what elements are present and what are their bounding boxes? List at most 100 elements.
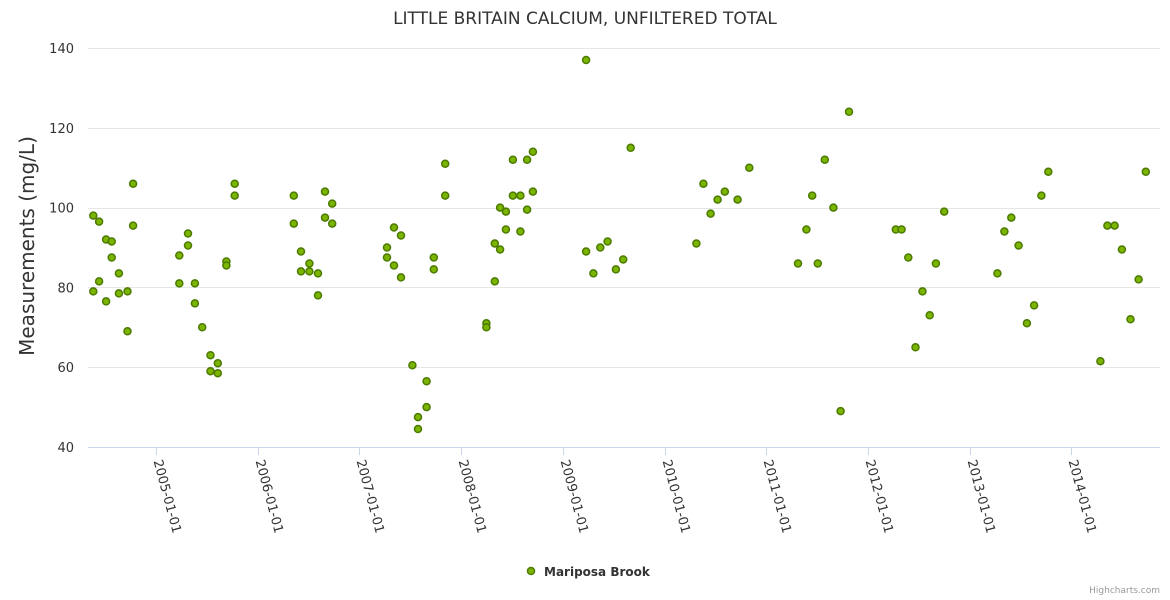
data-point[interactable] bbox=[440, 159, 450, 168]
data-point[interactable] bbox=[897, 225, 906, 234]
data-point[interactable] bbox=[1007, 213, 1016, 222]
data-point[interactable] bbox=[501, 207, 511, 216]
data-point[interactable] bbox=[1096, 356, 1105, 366]
data-point[interactable] bbox=[408, 360, 417, 370]
data-point[interactable] bbox=[490, 239, 500, 248]
data-point[interactable] bbox=[495, 203, 505, 212]
data-point[interactable] bbox=[516, 227, 525, 236]
data-point[interactable] bbox=[733, 195, 742, 204]
data-point[interactable] bbox=[396, 231, 406, 240]
data-point[interactable] bbox=[94, 277, 104, 286]
data-point[interactable] bbox=[114, 289, 124, 298]
data-point[interactable] bbox=[183, 229, 193, 238]
data-point[interactable] bbox=[1044, 167, 1053, 176]
data-point[interactable] bbox=[305, 267, 314, 276]
data-point[interactable] bbox=[745, 163, 754, 172]
credits-link[interactable]: Highcharts.com bbox=[1089, 586, 1160, 596]
data-point[interactable] bbox=[581, 55, 591, 65]
data-point[interactable] bbox=[313, 269, 323, 278]
legend[interactable]: Mariposa Brook bbox=[526, 565, 651, 579]
data-point[interactable] bbox=[813, 259, 823, 268]
data-point[interactable] bbox=[222, 261, 231, 270]
data-point[interactable] bbox=[1117, 245, 1127, 254]
data-point[interactable] bbox=[327, 199, 337, 208]
data-point[interactable] bbox=[482, 323, 491, 332]
data-point[interactable] bbox=[626, 143, 635, 153]
data-point[interactable] bbox=[802, 225, 811, 234]
data-point[interactable] bbox=[581, 247, 591, 256]
data-point[interactable] bbox=[807, 191, 817, 200]
data-point[interactable] bbox=[931, 259, 941, 268]
data-point[interactable] bbox=[618, 255, 628, 264]
data-point[interactable] bbox=[320, 213, 330, 222]
data-point[interactable] bbox=[190, 279, 200, 288]
data-point[interactable] bbox=[206, 350, 215, 360]
data-point[interactable] bbox=[793, 259, 803, 268]
data-point[interactable] bbox=[422, 376, 431, 386]
data-point[interactable] bbox=[389, 261, 399, 270]
data-point[interactable] bbox=[1022, 319, 1032, 328]
data-point[interactable] bbox=[596, 243, 605, 252]
data-point[interactable] bbox=[692, 239, 701, 248]
data-point[interactable] bbox=[175, 251, 184, 260]
data-point[interactable] bbox=[305, 259, 314, 268]
data-point[interactable] bbox=[993, 269, 1002, 278]
data-point[interactable] bbox=[1110, 221, 1119, 230]
legend-label[interactable]: Mariposa Brook bbox=[544, 565, 651, 579]
data-point[interactable] bbox=[128, 179, 138, 188]
data-point[interactable] bbox=[495, 245, 505, 254]
data-point[interactable] bbox=[925, 311, 934, 320]
data-point[interactable] bbox=[396, 273, 406, 282]
data-point[interactable] bbox=[213, 358, 223, 368]
data-point[interactable] bbox=[107, 253, 116, 262]
data-point[interactable] bbox=[289, 191, 299, 200]
data-point[interactable] bbox=[382, 243, 392, 252]
data-point[interactable] bbox=[94, 217, 104, 226]
data-point[interactable] bbox=[844, 107, 854, 117]
data-point[interactable] bbox=[490, 277, 500, 286]
data-point[interactable] bbox=[1141, 167, 1151, 176]
data-point[interactable] bbox=[296, 267, 306, 276]
data-point[interactable] bbox=[429, 265, 439, 274]
data-point[interactable] bbox=[101, 297, 111, 306]
data-point[interactable] bbox=[313, 291, 323, 300]
data-point[interactable] bbox=[440, 191, 450, 200]
data-point[interactable] bbox=[1134, 275, 1143, 284]
data-point[interactable] bbox=[197, 323, 207, 332]
data-point[interactable] bbox=[918, 287, 927, 296]
data-point[interactable] bbox=[230, 191, 239, 200]
data-point[interactable] bbox=[1103, 221, 1112, 230]
data-point[interactable] bbox=[175, 279, 184, 288]
data-point[interactable] bbox=[230, 179, 239, 188]
data-point[interactable] bbox=[123, 287, 132, 296]
data-point[interactable] bbox=[327, 219, 337, 228]
data-point[interactable] bbox=[107, 237, 116, 246]
data-point[interactable] bbox=[114, 269, 124, 278]
data-point[interactable] bbox=[1037, 191, 1046, 200]
data-point[interactable] bbox=[89, 287, 98, 296]
data-point[interactable] bbox=[413, 424, 423, 434]
data-point[interactable] bbox=[611, 265, 621, 274]
data-point[interactable] bbox=[589, 269, 598, 278]
data-point[interactable] bbox=[603, 237, 612, 246]
data-point[interactable] bbox=[422, 402, 431, 412]
data-point[interactable] bbox=[528, 187, 538, 196]
data-point[interactable] bbox=[296, 247, 306, 256]
data-point[interactable] bbox=[508, 191, 518, 200]
data-point[interactable] bbox=[522, 205, 532, 214]
data-point[interactable] bbox=[720, 187, 730, 196]
data-point[interactable] bbox=[206, 366, 215, 376]
data-point[interactable] bbox=[1126, 315, 1135, 324]
data-point[interactable] bbox=[939, 207, 949, 216]
data-point[interactable] bbox=[389, 223, 399, 232]
data-point[interactable] bbox=[911, 343, 920, 352]
data-point[interactable] bbox=[1029, 301, 1039, 310]
data-point[interactable] bbox=[289, 219, 299, 228]
data-point[interactable] bbox=[706, 209, 715, 218]
data-point[interactable] bbox=[183, 241, 193, 250]
data-point[interactable] bbox=[699, 179, 708, 188]
data-point[interactable] bbox=[1000, 227, 1009, 236]
data-point[interactable] bbox=[190, 299, 200, 308]
data-point[interactable] bbox=[413, 412, 423, 422]
data-point[interactable] bbox=[123, 327, 132, 336]
